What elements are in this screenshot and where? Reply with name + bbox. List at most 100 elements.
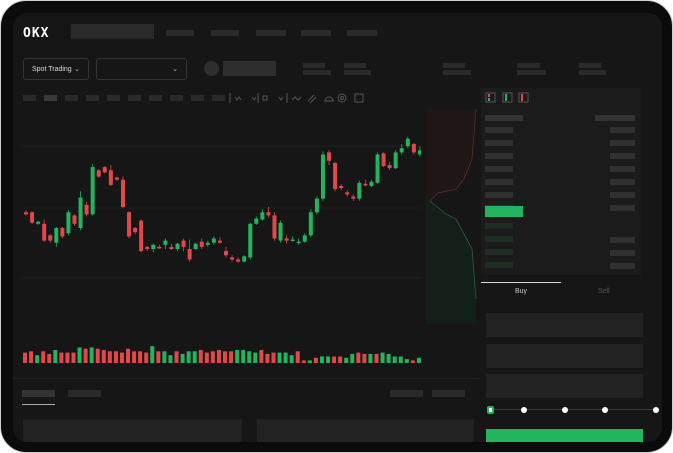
- candle: [169, 246, 174, 249]
- candle: [266, 212, 271, 216]
- candle: [193, 243, 198, 249]
- interval-button[interactable]: [128, 95, 141, 101]
- settings-icon: [337, 93, 347, 103]
- volume-bar: [71, 352, 76, 363]
- volume-bar: [65, 352, 70, 363]
- nav-item[interactable]: [301, 30, 331, 36]
- volume-bar: [168, 355, 173, 363]
- slider-stop-100[interactable]: [653, 407, 659, 413]
- interval-button[interactable]: [149, 95, 162, 101]
- volume-chart: [23, 346, 421, 363]
- candle: [411, 144, 416, 153]
- amount-input[interactable]: [486, 344, 643, 368]
- slider-stop-25[interactable]: [521, 407, 527, 413]
- candle: [151, 244, 156, 249]
- volume-bar: [283, 352, 288, 363]
- candle: [345, 192, 350, 195]
- interval-button[interactable]: [170, 95, 183, 101]
- orderbook-header: [595, 115, 635, 121]
- slider-stop-75[interactable]: [602, 407, 608, 413]
- volume-bar: [277, 352, 282, 363]
- chart-tools: [229, 93, 364, 104]
- interval-button[interactable]: [65, 95, 78, 101]
- candle: [139, 220, 144, 252]
- candle: [351, 196, 356, 199]
- bid-price: [485, 262, 513, 268]
- candlestick-chart[interactable]: [21, 118, 421, 298]
- volume-bar: [186, 351, 191, 363]
- interval-button[interactable]: [107, 95, 120, 101]
- slider-stop-50[interactable]: [562, 407, 568, 413]
- tab-buy[interactable]: Buy: [515, 288, 528, 295]
- nav-item[interactable]: [166, 30, 194, 36]
- candle: [102, 167, 107, 173]
- bid-price: [485, 249, 513, 255]
- candle: [199, 241, 204, 247]
- fullscreen-icon: [354, 93, 364, 103]
- filter-button[interactable]: [432, 390, 465, 397]
- candle: [284, 238, 289, 241]
- volume-bar: [301, 360, 306, 363]
- volume-bar: [241, 350, 246, 363]
- stat-value: [344, 70, 371, 75]
- interval-button[interactable]: [212, 95, 225, 101]
- volume-bar: [332, 356, 337, 363]
- percent-slider[interactable]: [491, 409, 659, 410]
- ask-size: [610, 192, 635, 198]
- volume-bar: [356, 352, 361, 363]
- price-input[interactable]: [486, 313, 643, 337]
- interval-button[interactable]: [86, 95, 99, 101]
- interval-button[interactable]: [23, 95, 36, 101]
- coin-icon: [204, 61, 219, 76]
- chevron-down-icon: ⌄: [74, 66, 80, 73]
- candle: [302, 235, 307, 242]
- volume-bar: [235, 350, 240, 363]
- candle: [399, 148, 404, 153]
- filter-button[interactable]: [390, 390, 423, 397]
- search-bar[interactable]: [71, 24, 154, 39]
- candle: [36, 221, 41, 224]
- candle: [157, 246, 162, 249]
- volume-bar: [29, 351, 34, 363]
- candle: [357, 182, 362, 199]
- slider-handle[interactable]: [487, 406, 494, 414]
- orderbook-view-toggles[interactable]: [485, 92, 535, 104]
- pair-name: [223, 61, 276, 76]
- volume-bar: [319, 356, 324, 363]
- okx-logo: OKX: [23, 26, 50, 41]
- candle: [381, 153, 386, 167]
- candle: [224, 251, 228, 256]
- nav-item[interactable]: [256, 30, 286, 36]
- volume-bar: [138, 351, 143, 363]
- volume-bar: [35, 355, 40, 363]
- ask-price: [485, 140, 513, 146]
- ask-size: [610, 179, 635, 185]
- ask-price: [485, 153, 513, 159]
- candle: [54, 228, 59, 243]
- buy-button[interactable]: [486, 429, 643, 442]
- nav-item[interactable]: [347, 30, 377, 36]
- tab-sell[interactable]: Sell: [598, 288, 610, 295]
- volume-bar: [47, 353, 52, 363]
- dropdown-label: Spot Trading: [32, 65, 72, 73]
- stat-value: [579, 70, 606, 75]
- tab-order-history[interactable]: [68, 390, 101, 397]
- last-price: [485, 206, 523, 217]
- divider: [13, 378, 479, 379]
- total-input[interactable]: [486, 374, 643, 398]
- candle: [72, 215, 77, 224]
- volume-bar: [247, 351, 252, 363]
- volume-bar: [101, 350, 106, 363]
- interval-button[interactable]: [44, 95, 57, 101]
- candle: [78, 197, 83, 228]
- interval-button[interactable]: [191, 95, 204, 101]
- volume-bar: [380, 352, 385, 363]
- nav-item[interactable]: [211, 30, 239, 36]
- volume-bar: [326, 356, 331, 363]
- pair-dropdown[interactable]: ⌄: [96, 58, 187, 80]
- tab-open-orders[interactable]: [22, 390, 55, 397]
- chevron-down-icon: [251, 96, 257, 101]
- volume-bar: [229, 351, 234, 363]
- market-type-dropdown[interactable]: Spot Trading ⌄: [23, 58, 89, 80]
- candle: [230, 257, 235, 260]
